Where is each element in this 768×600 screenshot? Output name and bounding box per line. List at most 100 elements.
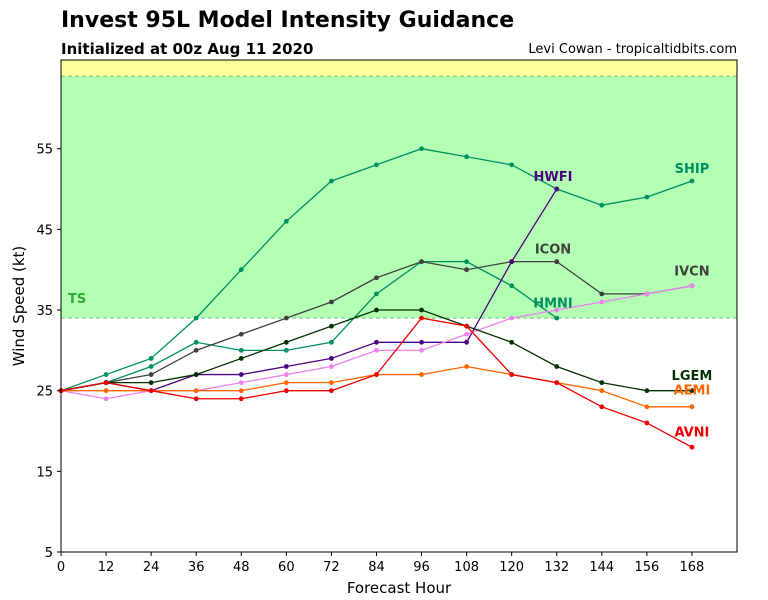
data-point — [193, 347, 199, 353]
data-point — [599, 299, 605, 305]
data-point — [419, 372, 424, 377]
data-point — [238, 380, 244, 386]
y-tick-label: 35 — [36, 304, 53, 319]
data-point — [283, 218, 289, 224]
data-point — [148, 356, 154, 361]
data-point — [599, 202, 605, 208]
model-label-hmni: HMNI — [533, 297, 573, 312]
data-point — [374, 307, 379, 313]
data-point — [193, 339, 199, 345]
data-point — [644, 404, 650, 410]
data-point — [689, 404, 695, 410]
x-tick-label: 12 — [98, 560, 115, 575]
data-point — [599, 404, 605, 410]
data-point — [238, 347, 244, 353]
data-point — [283, 372, 289, 377]
y-tick-label: 45 — [36, 223, 53, 238]
data-point — [374, 275, 379, 281]
model-label-ship: SHIP — [675, 162, 710, 177]
data-point — [509, 162, 515, 168]
x-tick-label: 120 — [499, 560, 524, 575]
data-point — [554, 307, 560, 313]
data-point — [464, 339, 469, 345]
data-point — [193, 396, 199, 402]
x-tick-label: 108 — [454, 560, 479, 575]
data-point — [464, 154, 469, 160]
data-point — [419, 339, 424, 345]
data-point — [689, 444, 695, 450]
x-tick-label: 144 — [589, 560, 614, 575]
data-point — [374, 162, 379, 168]
data-point — [148, 388, 154, 394]
data-point — [238, 331, 244, 337]
data-point — [193, 388, 199, 394]
data-point — [419, 347, 424, 353]
chart-title: Invest 95L Model Intensity Guidance — [61, 8, 515, 33]
data-point — [193, 372, 199, 377]
data-point — [644, 291, 650, 297]
data-point — [103, 380, 109, 386]
data-point — [554, 380, 560, 386]
series-line-hmni — [60, 260, 558, 392]
intensity-bands: TS — [61, 60, 737, 319]
data-point — [283, 364, 289, 369]
data-point — [599, 380, 605, 386]
data-point — [509, 339, 515, 345]
model-label-aemi: AEMI — [674, 384, 711, 399]
data-point — [374, 339, 379, 345]
data-point — [689, 178, 695, 184]
data-point — [238, 388, 244, 394]
data-point — [329, 380, 334, 386]
data-point — [464, 267, 469, 273]
x-tick-label: 60 — [278, 560, 295, 575]
data-point — [419, 259, 424, 265]
data-point — [509, 315, 515, 321]
model-label-ivcn: IVCN — [674, 264, 709, 279]
chart-credit: Levi Cowan - tropicaltidbits.com — [528, 42, 737, 57]
data-point — [329, 356, 334, 361]
data-point — [238, 356, 244, 361]
y-tick-label: 15 — [36, 465, 53, 480]
data-point — [374, 372, 379, 377]
x-tick-label: 24 — [143, 560, 160, 575]
y-tick-label: 55 — [36, 143, 53, 158]
x-tick-label: 48 — [233, 560, 250, 575]
x-axis-label: Forecast Hour — [347, 579, 452, 597]
series-line-avni — [60, 317, 693, 448]
band-0 — [61, 76, 737, 319]
data-point — [283, 339, 289, 345]
model-label-icon: ICON — [535, 243, 571, 258]
data-point — [329, 364, 334, 369]
data-point — [103, 388, 109, 394]
data-point — [464, 323, 469, 329]
data-point — [554, 315, 560, 321]
band-1 — [61, 60, 737, 77]
data-point — [193, 315, 199, 321]
data-point — [148, 364, 154, 369]
data-point — [103, 372, 109, 377]
x-tick-label: 0 — [57, 560, 65, 575]
data-point — [554, 259, 560, 265]
data-point — [374, 347, 379, 353]
data-point — [283, 315, 289, 321]
x-tick-label: 36 — [188, 560, 205, 575]
y-axis-label: Wind Speed (kt) — [10, 246, 28, 367]
data-point — [689, 388, 695, 394]
x-tick-label: 168 — [680, 560, 705, 575]
x-axis-ticks: 0 12 24 36 48 60 72 84 96 108 120 132 144 156 168 — [57, 552, 704, 575]
model-label-avni: AVNI — [674, 426, 709, 441]
data-point — [644, 194, 650, 200]
data-point — [238, 267, 244, 273]
plot-frame — [60, 59, 738, 553]
y-axis-ticks: 5 15 25 35 45 55 — [36, 143, 61, 561]
data-point — [329, 323, 334, 329]
data-point — [509, 259, 515, 265]
x-tick-label: 84 — [368, 560, 385, 575]
data-point — [148, 372, 154, 377]
data-point — [329, 388, 334, 394]
data-point — [283, 380, 289, 386]
data-point — [419, 307, 424, 313]
x-tick-label: 132 — [544, 560, 569, 575]
x-tick-label: 96 — [413, 560, 430, 575]
